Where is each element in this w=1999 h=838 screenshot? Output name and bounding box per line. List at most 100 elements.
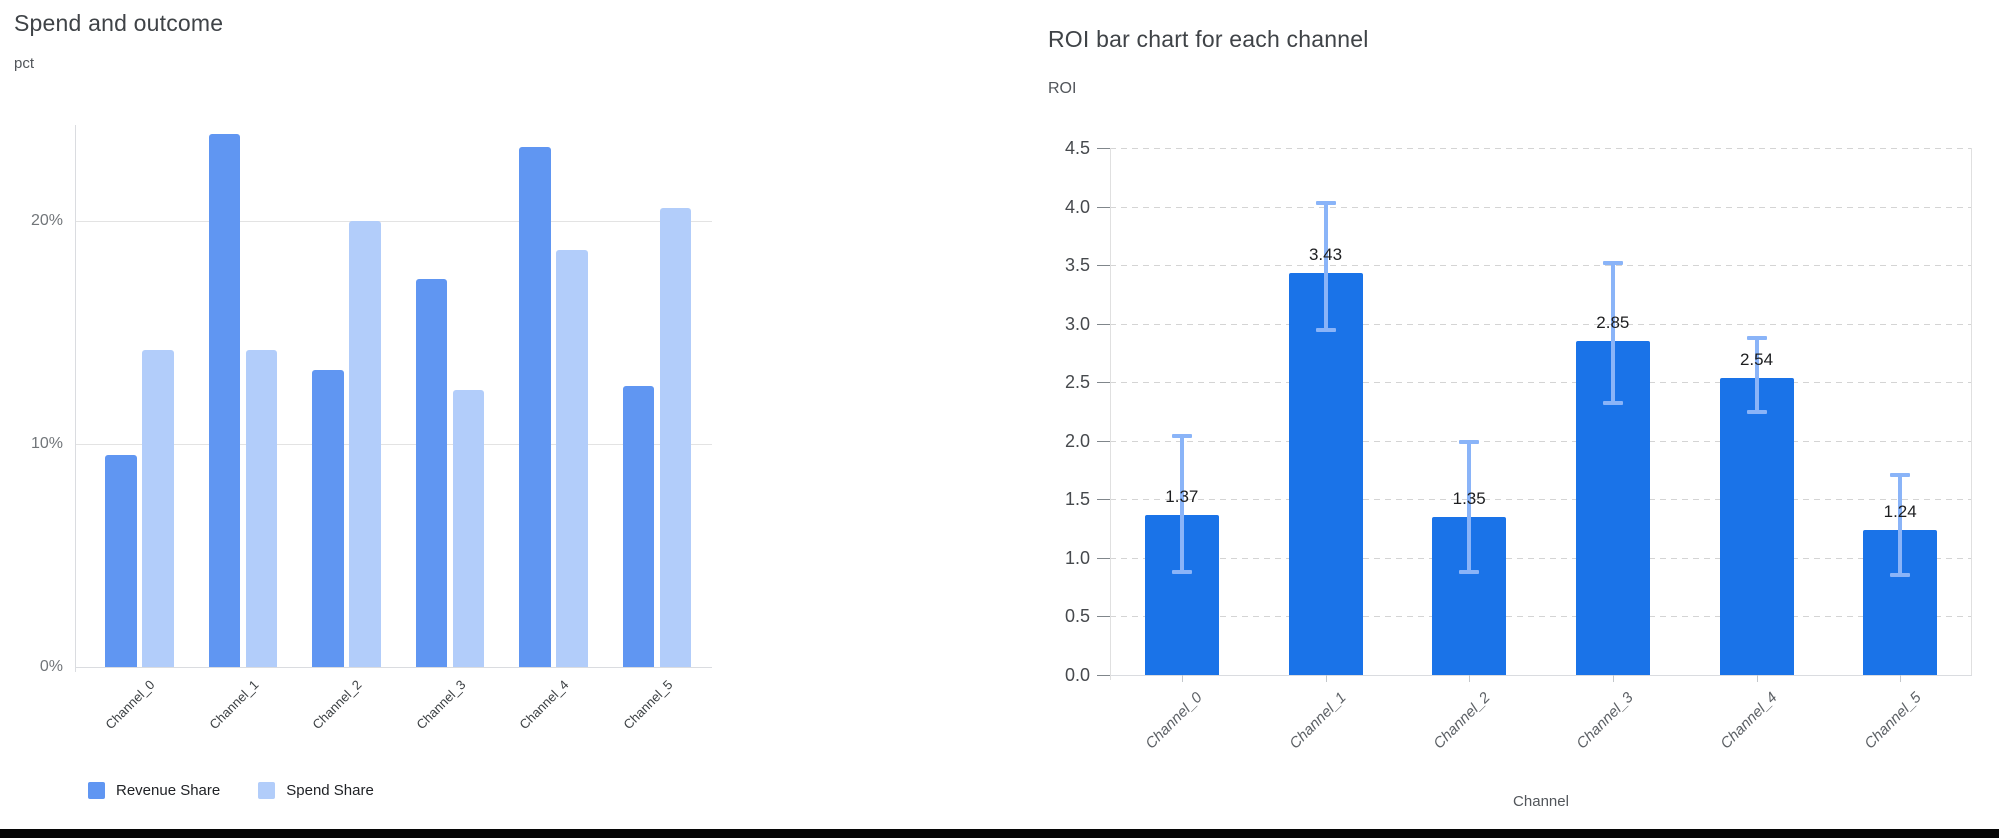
bar-value-label: 1.37	[1165, 486, 1199, 506]
right-x-axis-title: Channel	[1513, 793, 1569, 810]
y-tick-mark	[1097, 616, 1110, 618]
y-tick-mark	[1097, 675, 1110, 676]
x-tick-label: Channel_1	[206, 677, 262, 733]
x-tick-label: Channel_0	[102, 677, 158, 733]
chart-legend: Revenue Share Spend Share	[88, 782, 412, 799]
x-tick-mark	[1325, 675, 1327, 682]
gridline	[75, 220, 712, 222]
x-tick-label: Channel_2	[309, 677, 365, 733]
bar-spend-share-channel_2[interactable]	[349, 220, 381, 667]
gridline	[1110, 440, 1972, 442]
error-bar-top-cap	[1315, 201, 1336, 206]
error-bar-top-cap	[1746, 335, 1767, 340]
y-tick-label: 2.0	[1064, 430, 1090, 451]
legend-item[interactable]: Spend Share	[258, 782, 374, 799]
x-tick-label: Channel_4	[516, 677, 572, 733]
gridline	[75, 443, 712, 445]
gridline	[1110, 323, 1972, 325]
bar-value-label: 2.54	[1739, 349, 1774, 369]
x-tick-label: Channel_1	[1286, 689, 1350, 753]
error-bar	[1323, 203, 1328, 330]
x-tick-mark	[1756, 675, 1758, 682]
error-bar	[1898, 474, 1903, 576]
y-tick-mark	[1097, 499, 1110, 501]
y-tick-mark	[1097, 206, 1110, 208]
bottom-border-bar	[0, 829, 1999, 838]
bar-roi-channel_1[interactable]	[1288, 273, 1363, 675]
x-tick-mark	[1900, 675, 1902, 682]
bar-revenue-share-channel_1[interactable]	[208, 133, 240, 667]
error-bar-bottom-cap	[1602, 401, 1623, 406]
legend-swatch	[258, 782, 276, 799]
bar-revenue-share-channel_5[interactable]	[622, 385, 654, 667]
error-bar-bottom-cap	[1890, 573, 1911, 578]
plot-left-border	[1110, 148, 1111, 680]
right-chart-title: ROI bar chart for each channel	[1048, 26, 1369, 52]
gridline	[1110, 148, 1972, 149]
error-bar	[1467, 441, 1472, 572]
y-tick-label: 2.5	[1064, 372, 1090, 393]
x-tick-label: Channel_5	[620, 677, 676, 733]
y-tick-label: 1.5	[1064, 489, 1090, 510]
legend-label: Revenue Share	[116, 782, 221, 799]
bar-roi-channel_4[interactable]	[1719, 377, 1794, 675]
legend-swatch	[88, 782, 105, 799]
gridline	[1110, 616, 1972, 618]
error-bar-top-cap	[1890, 472, 1911, 477]
bar-value-label: 2.85	[1596, 313, 1630, 333]
y-tick-mark	[1097, 148, 1110, 149]
x-tick-label: Channel_3	[1573, 689, 1637, 753]
bar-spend-share-channel_4[interactable]	[556, 249, 588, 667]
x-tick-mark	[1612, 675, 1614, 682]
x-tick-label: Channel_3	[413, 677, 469, 733]
y-tick-label: 3.0	[1064, 313, 1090, 334]
left-plot-area: 0% 10% 20% Channel_0 Channel_1 Channel_2 Chann…	[31, 125, 712, 732]
error-bar-bottom-cap	[1459, 569, 1480, 574]
x-tick-mark	[1469, 675, 1471, 682]
error-bar-top-cap	[1602, 260, 1623, 265]
y-tick-label: 0%	[39, 658, 63, 675]
x-tick-label: Channel_0	[1142, 689, 1206, 753]
gridline	[1110, 675, 1972, 676]
error-bar	[1754, 337, 1759, 412]
bar-revenue-share-channel_2[interactable]	[312, 370, 344, 667]
plot-right-border	[1971, 148, 1972, 675]
bar-spend-share-channel_5[interactable]	[659, 207, 691, 667]
y-tick-label: 3.5	[1064, 255, 1090, 276]
error-bar-bottom-cap	[1315, 327, 1336, 332]
gridline	[1110, 265, 1972, 267]
gridline	[1110, 206, 1972, 208]
x-tick-label: Channel_4	[1717, 689, 1781, 753]
right-y-axis-title: ROI	[1048, 80, 1077, 97]
bar-spend-share-channel_1[interactable]	[245, 350, 277, 667]
left-chart-title: Spend and outcome	[14, 10, 224, 36]
y-tick-mark	[1097, 265, 1110, 267]
legend-item[interactable]: Revenue Share	[88, 782, 220, 799]
bar-revenue-share-channel_3[interactable]	[415, 278, 447, 667]
error-bar-bottom-cap	[1746, 409, 1767, 414]
x-tick-label: Channel_2	[1429, 689, 1494, 753]
bar-revenue-share-channel_0[interactable]	[105, 455, 137, 667]
y-tick-label: 10%	[30, 434, 63, 452]
y-tick-label: 4.0	[1064, 196, 1090, 217]
error-bar-bottom-cap	[1171, 569, 1192, 574]
y-tick-label: 4.5	[1064, 138, 1090, 158]
right-plot-area: 0.0 0.5 1.0 1.5 2.0 2.5 3.0 3.5 4.0 4.5 1.37 Channe…	[1065, 138, 1972, 752]
legend-label: Spend Share	[286, 782, 374, 799]
gridline	[1110, 557, 1972, 559]
bar-spend-share-channel_3[interactable]	[452, 390, 484, 667]
bar-value-label: 3.43	[1308, 245, 1343, 265]
y-tick-mark	[1097, 440, 1110, 442]
error-bar	[1179, 436, 1184, 572]
y-tick-mark	[1097, 382, 1110, 384]
y-tick-mark	[1097, 323, 1110, 325]
left-y-axis-unit-label: pct	[14, 55, 35, 72]
bar-value-label: 1.24	[1883, 501, 1917, 521]
error-bar	[1610, 262, 1615, 404]
bar-revenue-share-channel_4[interactable]	[519, 147, 551, 667]
bar-spend-share-channel_0[interactable]	[142, 350, 174, 667]
y-tick-label: 20%	[30, 211, 63, 229]
gridline	[1110, 382, 1972, 384]
x-tick-label: Channel_5	[1860, 689, 1925, 753]
